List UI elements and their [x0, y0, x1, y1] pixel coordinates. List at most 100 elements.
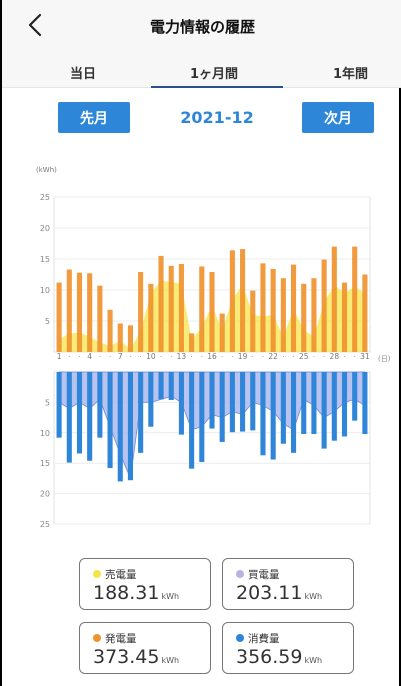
summary-unit-bought: kWh — [304, 592, 323, 601]
summary-value-consumed: 356.59 — [236, 646, 303, 668]
consumed-bar — [107, 372, 113, 469]
generated-bar — [117, 323, 123, 352]
x-tick-dot: · — [354, 353, 356, 361]
x-tick-label: 4 — [87, 352, 92, 361]
consumed-bar — [56, 372, 62, 438]
summary-label-sold: 売電量 — [105, 569, 137, 581]
top-y-tick-label: 5 — [45, 317, 50, 326]
generated-bar — [76, 272, 83, 352]
header-bar: 電力情報の履歴 — [2, 0, 401, 52]
generated-bar — [97, 285, 103, 352]
x-tick-dot: · — [201, 353, 203, 361]
x-tick-dot: · — [109, 353, 111, 361]
consumed-bar — [189, 372, 195, 469]
x-tick-dot: · — [78, 353, 80, 361]
x-unit-label: (日) — [378, 355, 391, 363]
x-tick-dot: · — [140, 353, 142, 361]
summary-card-consumed: 消費量 356.59 kWh — [222, 622, 354, 674]
generated-bar — [321, 259, 327, 352]
top-y-tick-label: 10 — [40, 286, 50, 295]
bought-legend-dot — [236, 570, 244, 578]
consumed-legend-dot — [236, 634, 244, 642]
summary-card-generated: 発電量 373.45 kWh — [79, 622, 211, 674]
generated-bar — [127, 325, 133, 352]
generated-bar — [301, 283, 307, 352]
power-history-chart: (kWh) 5 10 15 20 25 5 10 15 20 25 · · · · · · · · · · · · · · · · ·… — [36, 166, 391, 529]
x-tick-dot: · — [160, 353, 162, 361]
summary-unit-sold: kWh — [161, 592, 180, 601]
bottom-y-tick-label: 20 — [40, 490, 50, 499]
generated-bar — [229, 250, 235, 352]
generated-bar — [341, 282, 348, 352]
x-tick-label: 13 — [177, 352, 187, 361]
bottom-y-tick-label: 15 — [40, 459, 50, 468]
generated-legend-dot — [93, 634, 101, 642]
x-tick-dot: · — [282, 353, 284, 361]
x-tick-label: 1 — [57, 352, 62, 361]
consumed-bar — [76, 372, 83, 454]
back-chevron-icon[interactable] — [24, 12, 48, 38]
generated-bar — [250, 290, 256, 352]
consumed-bar — [341, 372, 348, 437]
generated-bar — [189, 333, 195, 352]
consumed-bar — [280, 372, 286, 444]
generated-bar — [240, 249, 246, 352]
generated-bar — [362, 274, 368, 352]
next-month-button[interactable]: 次月 — [302, 102, 374, 133]
summary-value-sold: 188.31 — [93, 582, 160, 604]
consumed-bar — [352, 372, 358, 421]
bottom-y-tick-label: 5 — [45, 398, 50, 407]
x-tick-dot: · — [252, 353, 254, 361]
generated-bar — [260, 263, 266, 352]
consumed-bar — [209, 372, 215, 429]
consumed-bar — [219, 372, 225, 442]
tab-today[interactable]: 当日 — [70, 67, 97, 82]
x-tick-label: 16 — [207, 352, 217, 361]
consumed-bar — [321, 372, 327, 449]
sold-legend-dot — [93, 570, 101, 578]
generated-bar — [219, 313, 225, 352]
x-tick-dot: · — [99, 353, 101, 361]
consumed-bar — [301, 372, 307, 435]
tab-one-year[interactable]: 1年間 — [333, 67, 369, 82]
consumed-bar — [127, 372, 133, 481]
consumed-bar — [97, 372, 103, 438]
x-tick-dot: · — [262, 353, 264, 361]
consumed-bar — [331, 372, 337, 441]
consumed-bar — [270, 372, 276, 460]
x-tick-dot: · — [129, 353, 131, 361]
x-tick-label: 10 — [146, 352, 156, 361]
generated-bar — [66, 269, 72, 352]
tab-one-month[interactable]: 1ヶ月間 — [190, 67, 239, 82]
generated-bar — [331, 246, 337, 352]
x-tick-label: 28 — [330, 352, 340, 361]
generated-bar — [311, 278, 317, 352]
consumed-bar — [311, 372, 317, 435]
page-title: 電力情報の履歴 — [149, 18, 255, 36]
top-y-tick-label: 25 — [40, 193, 50, 202]
generated-bar — [270, 268, 276, 352]
consumed-bar — [66, 372, 72, 463]
summary-card-sold: 売電量 188.31 kWh — [79, 558, 211, 610]
consumed-bar — [229, 372, 235, 433]
x-tick-label: 25 — [299, 352, 309, 361]
generated-bar — [56, 282, 62, 352]
generated-bar — [148, 283, 154, 352]
x-tick-dot: · — [190, 353, 192, 361]
consumed-bar — [87, 372, 93, 461]
generated-bar — [158, 255, 164, 352]
consumed-bar — [240, 372, 246, 432]
generated-bar — [352, 246, 358, 352]
x-tick-dot: · — [170, 353, 172, 361]
consumed-bar — [291, 372, 297, 453]
consumed-bar — [250, 372, 256, 431]
period-tabs: 当日 1ヶ月間 1年間 — [2, 52, 401, 88]
x-tick-dot: · — [313, 353, 315, 361]
x-tick-dot: · — [68, 353, 70, 361]
generated-bar — [199, 266, 205, 352]
summary-label-consumed: 消費量 — [248, 633, 280, 645]
previous-month-button[interactable]: 先月 — [58, 102, 130, 133]
bottom-y-tick-label: 25 — [40, 520, 50, 529]
x-tick-dot: · — [231, 353, 233, 361]
generated-bar — [280, 278, 286, 352]
